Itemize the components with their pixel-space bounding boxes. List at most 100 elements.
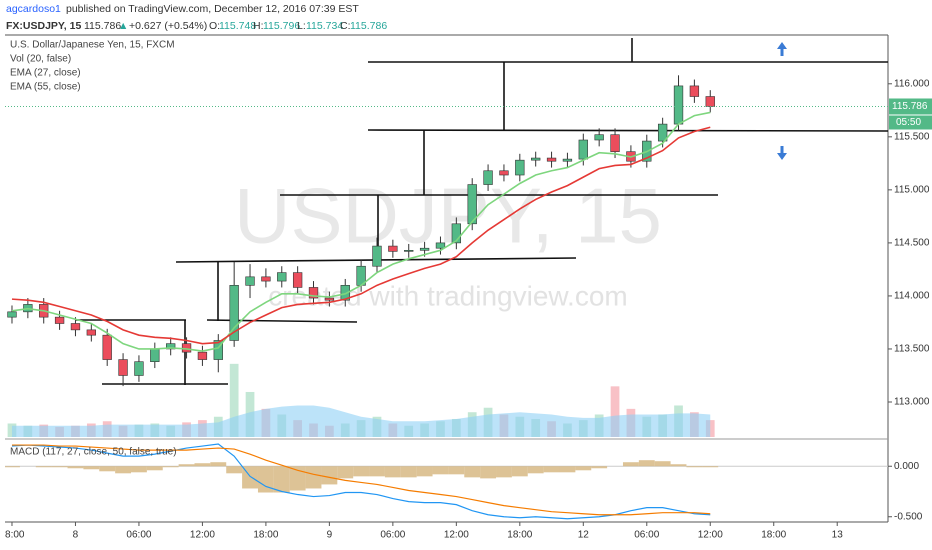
legend-title: U.S. Dollar/Japanese Yen, 15, FXCM	[10, 40, 175, 51]
h-label: H:	[253, 20, 264, 32]
arrow-up	[777, 42, 787, 56]
histogram-bar	[369, 466, 385, 477]
x-tick-label: 13	[832, 530, 844, 541]
histogram-bar	[194, 463, 211, 467]
candle-body	[70, 323, 81, 331]
watermark: USDJPY, 15 created with tradingview.com	[234, 172, 662, 312]
histogram-bar	[686, 466, 703, 468]
o-label: O:	[209, 20, 220, 32]
volume-bar	[229, 363, 239, 437]
candle-body	[229, 285, 239, 341]
candle-body	[245, 276, 255, 286]
countdown: 05:50	[896, 117, 921, 128]
legend-entry: EMA (55, close)	[10, 82, 81, 93]
candle-body	[292, 272, 303, 288]
candle-body	[578, 139, 588, 160]
x-tick-label: 12:00	[190, 530, 215, 541]
histogram-bar	[51, 466, 68, 468]
candle-body	[324, 297, 335, 301]
x-tick-label: 9	[327, 530, 333, 541]
candle-body	[499, 170, 509, 176]
histogram-bar	[289, 466, 306, 491]
candle-body	[562, 158, 573, 162]
arrow-down	[777, 146, 787, 160]
published: published on TradingView.com, December 1…	[66, 3, 359, 15]
candle-body	[546, 157, 557, 162]
histogram-bar	[670, 464, 687, 467]
candle-body	[388, 245, 398, 252]
o: 115.748	[219, 20, 256, 32]
x-tick-label: 18:00	[0, 530, 25, 541]
y-tick-label: 113.500	[894, 344, 930, 355]
histogram-bar	[448, 466, 465, 475]
arrow: ▲	[118, 20, 128, 32]
candle-body	[594, 134, 604, 141]
histogram-bar	[99, 466, 116, 472]
volume-ma	[11, 405, 711, 437]
candle-body	[308, 287, 319, 299]
legend-entry: Vol (20, false)	[10, 54, 71, 65]
macd-legend: MACD (117, 27, close, 50, false, true)	[10, 447, 177, 458]
histogram-bar	[305, 466, 322, 489]
histogram-bar	[131, 466, 147, 473]
y-tick-label: 114.500	[894, 238, 930, 249]
histogram-bar	[464, 466, 481, 478]
histogram-bar	[273, 466, 290, 493]
candle-body	[483, 170, 493, 185]
y-tick-label: 113.000	[894, 397, 930, 408]
last: 115.786	[84, 20, 121, 32]
c-label: C:	[340, 20, 351, 32]
candle-body	[102, 334, 112, 360]
candle-body	[118, 359, 128, 376]
volume-bar	[610, 386, 620, 437]
candle-body	[419, 247, 430, 251]
y-tick-label: 116.000	[894, 78, 930, 89]
candle-body	[689, 85, 700, 97]
x-tick-label: 12	[578, 530, 590, 541]
histogram-bar	[321, 466, 338, 485]
histogram-bar	[257, 466, 274, 493]
candle-body	[372, 245, 382, 267]
price-box-label: 115.786	[892, 101, 928, 112]
histogram-bar	[162, 466, 179, 468]
countdown-box	[889, 115, 932, 130]
plot: 18:00 8 06:00 12:00 18:00 9 06:00 12:00 18:00 12 0…	[0, 75, 888, 541]
histogram-bar	[511, 466, 528, 477]
histogram-bar	[384, 466, 401, 478]
symbol: FX:USDJPY, 15	[6, 20, 81, 32]
histogram-bar	[178, 464, 195, 467]
histogram-bar	[559, 466, 576, 473]
candle-body	[467, 184, 477, 225]
histogram-bar	[702, 466, 719, 468]
x-tick-label: 12:00	[444, 530, 469, 541]
candle-body	[261, 276, 271, 282]
histogram-bar	[496, 466, 512, 478]
y2-tick-label: -0.500	[894, 511, 923, 522]
candle-body	[86, 329, 96, 336]
x-tick-label: 18:00	[761, 530, 786, 541]
macd-line	[11, 443, 711, 520]
trendline	[367, 129, 889, 132]
candle-body	[7, 311, 17, 318]
candle-body	[150, 348, 160, 362]
x-tick-label: 06:00	[126, 530, 151, 541]
y2-tick-label: 0.000	[894, 461, 919, 472]
x-tick-label: 8	[73, 530, 79, 541]
watermark-site: created with tradingview.com	[268, 280, 628, 311]
x-tick-label: 06:00	[634, 530, 659, 541]
candle-body	[54, 316, 65, 324]
candle-body	[213, 340, 223, 360]
histogram-bar	[527, 466, 544, 474]
y-tick-label: 114.000	[894, 291, 930, 302]
histogram-bar	[35, 466, 52, 468]
histogram-bar	[480, 466, 497, 479]
author[interactable]: agcardoso1	[6, 3, 61, 15]
y-tick-label: 115.000	[894, 185, 930, 196]
candle-body	[610, 134, 620, 152]
ema-line	[11, 126, 711, 345]
histogram-bar	[353, 466, 370, 477]
h: 115.796	[263, 20, 300, 32]
candle-body	[515, 159, 525, 176]
c: 115.786	[350, 20, 387, 32]
